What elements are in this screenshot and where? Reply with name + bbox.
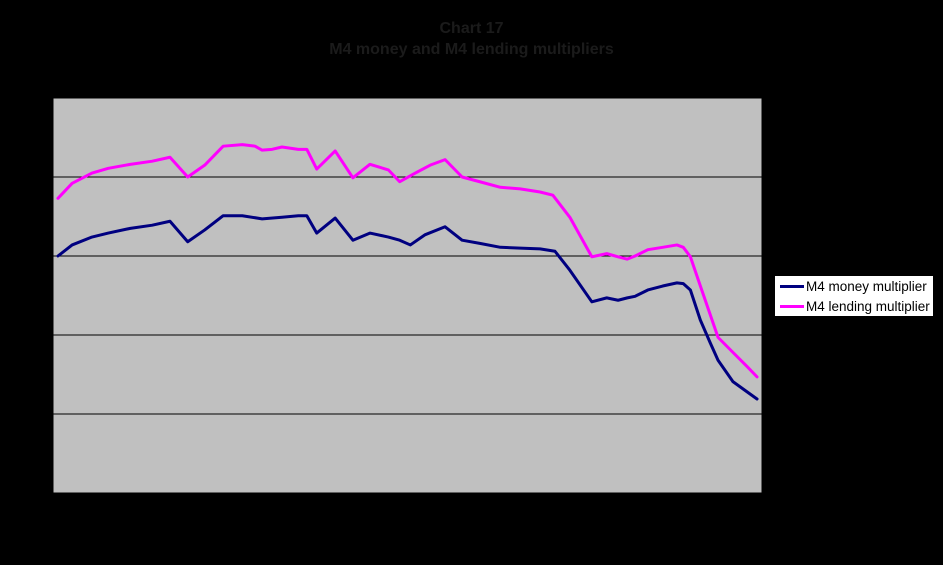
series-line-money <box>56 214 759 401</box>
legend: M4 money multiplier M4 lending multiplie… <box>774 275 934 317</box>
money-line-sample-icon <box>780 284 804 288</box>
legend-label-lending: M4 lending multiplier <box>806 298 930 314</box>
series-line-lending <box>56 143 759 379</box>
legend-label-money: M4 money multiplier <box>806 278 927 294</box>
plot-background <box>52 97 763 494</box>
lending-line-sample-icon <box>780 304 804 308</box>
legend-item-money: M4 money multiplier <box>780 276 933 296</box>
legend-item-lending: M4 lending multiplier <box>780 296 933 316</box>
